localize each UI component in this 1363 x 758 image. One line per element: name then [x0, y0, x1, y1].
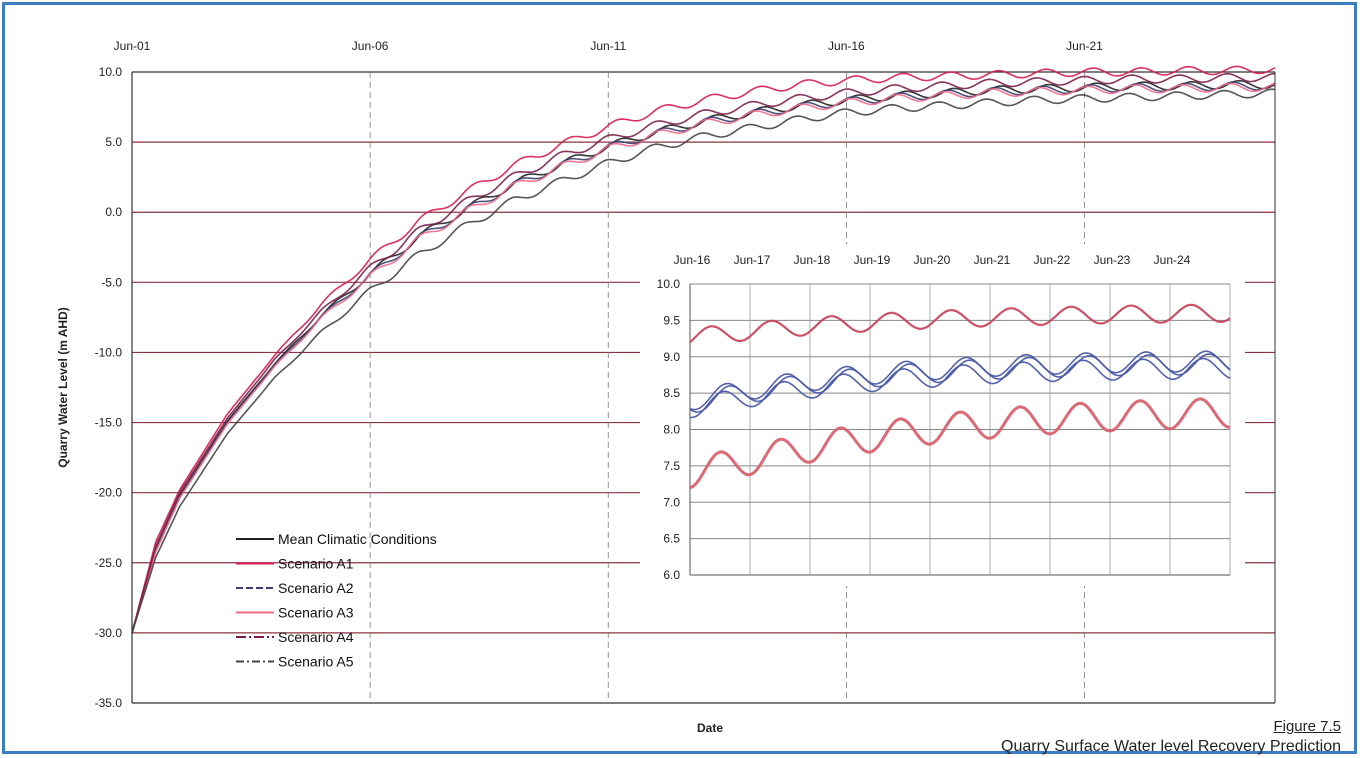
main-series-line-4	[131, 82, 1276, 634]
inset-x-tick-label: Jun-17	[734, 253, 771, 267]
inset-y-tick-label: 9.5	[663, 313, 680, 327]
main-x-tick-label: Jun-21	[1066, 39, 1103, 53]
inset-series-line-5	[689, 397, 1231, 490]
legend-entry-label: Scenario A2	[278, 580, 354, 596]
inset-y-tick-label: 7.0	[663, 495, 680, 509]
main-y-tick-label: -30.0	[95, 626, 123, 640]
main-y-tick-label: -35.0	[95, 696, 123, 710]
legend-entry-label: Mean Climatic Conditions	[278, 531, 437, 547]
main-y-tick-label: -5.0	[101, 275, 122, 289]
inset-y-tick-label: 8.5	[663, 386, 680, 400]
inset-series-line-4	[689, 353, 1231, 413]
main-y-tick-label: 10.0	[99, 65, 123, 79]
inset-x-tick-label: Jun-23	[1094, 253, 1131, 267]
inset-y-tick-label: 9.0	[663, 350, 680, 364]
legend-entry-label: Scenario A3	[278, 605, 354, 621]
main-y-tick-label: -25.0	[95, 556, 123, 570]
inset-series-line-2	[689, 350, 1231, 411]
main-y-axis-title: Quarry Water Level (m AHD)	[56, 307, 70, 467]
main-x-tick-label: Jun-06	[352, 39, 389, 53]
main-x-tick-label: Jun-01	[114, 39, 151, 53]
inset-y-tick-label: 10.0	[657, 277, 681, 291]
inset-x-tick-label: Jun-20	[914, 253, 951, 267]
inset-x-tick-label: Jun-24	[1154, 253, 1191, 267]
inset-x-tick-label: Jun-22	[1034, 253, 1071, 267]
main-y-tick-label: -15.0	[95, 416, 123, 430]
main-x-tick-label: Jun-11	[590, 39, 626, 53]
legend: Mean Climatic Conditions Scenario A1 Scena…	[236, 531, 437, 670]
inset-x-tick-label: Jun-19	[854, 253, 891, 267]
legend-entry-label: Scenario A4	[278, 629, 354, 645]
inset-y-tick-label: 6.0	[663, 568, 680, 582]
figure-title: Quarry Surface Water level Recovery Pred…	[1001, 738, 1341, 755]
inset-series-line-1	[689, 303, 1231, 344]
main-x-axis-title: Date	[697, 721, 723, 735]
inset-y-tick-label: 6.5	[663, 532, 680, 546]
main-y-tick-label: 0.0	[105, 205, 122, 219]
legend-entry-label: Scenario A5	[278, 654, 354, 670]
main-y-tick-label: 5.0	[105, 135, 122, 149]
main-y-tick-label: -10.0	[95, 345, 123, 359]
main-y-tick-label: -20.0	[95, 486, 123, 500]
inset-x-tick-label: Jun-21	[974, 253, 1011, 267]
inset-y-tick-label: 7.5	[663, 459, 680, 473]
main-series-group	[131, 65, 1276, 634]
inset-background	[640, 244, 1245, 586]
main-axis: 10.0 5.0 0.0 -5.0 -10.0 -15.0 -20.0 -25.0 -30.0 -…	[56, 39, 1276, 735]
inset-y-tick-label: 8.0	[663, 423, 680, 437]
main-series-line-6	[131, 88, 1276, 634]
inset-x-tick-label: Jun-16	[674, 253, 711, 267]
inset-chart: 10.0 9.5 9.0 8.5 8.0 7.5 7.0 6.5 6.0 Jun-16 Jun-17…	[640, 244, 1245, 586]
legend-entry-label: Scenario A1	[278, 556, 354, 572]
figure-number: Figure 7.5	[1273, 718, 1341, 735]
inset-x-tick-label: Jun-18	[794, 253, 831, 267]
main-series-line-2	[131, 65, 1276, 634]
main-x-tick-label: Jun-16	[828, 39, 865, 53]
main-series-line-5	[131, 72, 1276, 634]
